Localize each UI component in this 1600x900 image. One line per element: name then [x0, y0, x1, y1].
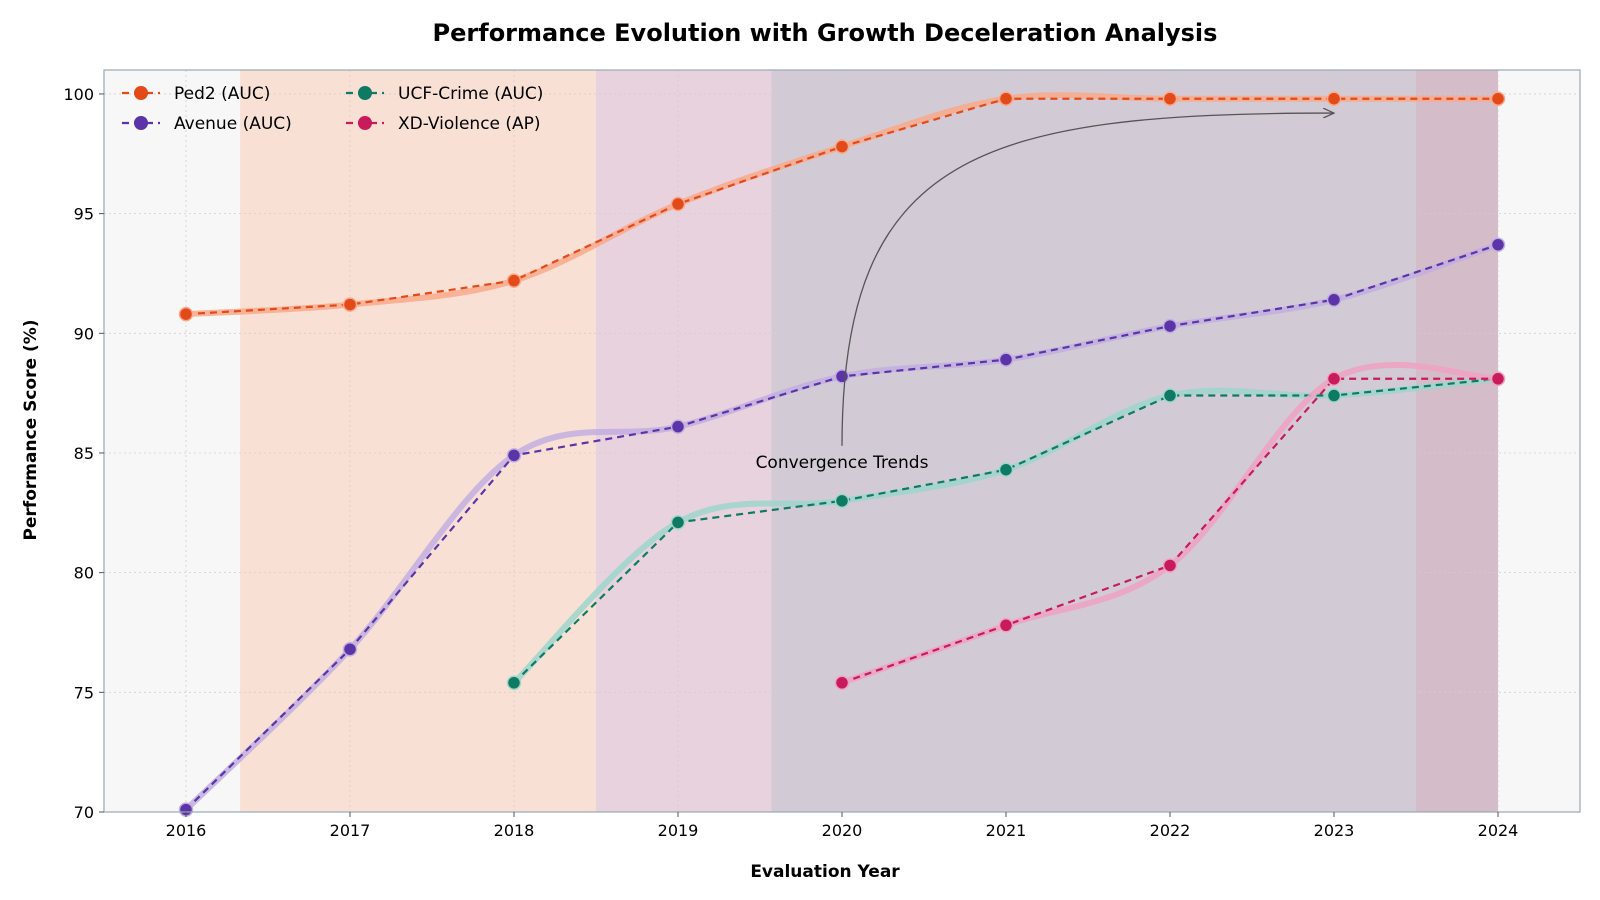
- data-point-avenue-auc-2023: [1326, 292, 1342, 308]
- data-point-avenue-auc-2018: [506, 448, 522, 463]
- legend-label-ucf-crime-auc: UCF-Crime (AUC): [398, 84, 543, 104]
- y-axis-label: Performance Score (%): [21, 319, 41, 540]
- y-tick-label: 95: [74, 205, 94, 224]
- data-point-xd-violence-ap-2023: [1326, 371, 1342, 387]
- data-point-ucf-crime-auc-2018: [506, 675, 522, 690]
- data-point-avenue-auc-2017: [342, 641, 358, 657]
- annotation-text: Convergence Trends: [756, 453, 929, 473]
- data-point-ucf-crime-auc-2022: [1162, 388, 1178, 403]
- x-tick-label: 2024: [1478, 821, 1519, 840]
- legend-marker-ped2-auc: [134, 86, 148, 100]
- plot-area: Convergence Trends 2016 2017 2018 2019 2020 20…: [63, 69, 1581, 840]
- x-tick-label: 2023: [1314, 821, 1355, 840]
- legend-label-avenue-auc: Avenue (AUC): [174, 114, 292, 134]
- data-point-xd-violence-ap-2020: [834, 675, 850, 690]
- x-tick-label: 2018: [494, 821, 535, 840]
- annotation-arrow: [841, 113, 1334, 446]
- data-point-xd-violence-ap-2021: [998, 618, 1014, 633]
- data-point-ped2-auc-2020: [834, 139, 850, 154]
- shaded-region-3: [771, 70, 1416, 812]
- y-tick-label: 75: [74, 683, 94, 702]
- data-point-ucf-crime-auc-2021: [998, 462, 1014, 477]
- data-point-avenue-auc-2020: [834, 369, 850, 384]
- data-point-ped2-auc-2022: [1162, 91, 1178, 106]
- data-point-ucf-crime-auc-2020: [834, 493, 850, 509]
- data-point-avenue-auc-2019: [670, 419, 686, 434]
- y-tick-label: 100: [63, 85, 94, 104]
- data-point-ped2-auc-2019: [670, 196, 686, 212]
- data-point-avenue-auc-2022: [1162, 318, 1178, 334]
- data-point-avenue-auc-2021: [998, 352, 1014, 367]
- shaded-region-2: [596, 70, 772, 812]
- data-point-xd-violence-ap-2024: [1490, 371, 1506, 387]
- legend-marker-xd-violence-ap: [358, 116, 372, 130]
- data-point-ped2-auc-2018: [506, 273, 522, 288]
- data-point-xd-violence-ap-2022: [1162, 558, 1178, 573]
- chart-title: Performance Evolution with Growth Decele…: [433, 19, 1218, 47]
- data-point-ped2-auc-2023: [1326, 91, 1342, 106]
- data-point-ped2-auc-2021: [998, 91, 1014, 106]
- x-tick-label: 2022: [1150, 821, 1191, 840]
- x-tick-label: 2021: [986, 821, 1027, 840]
- y-tick-label: 80: [74, 564, 94, 583]
- shaded-region-4: [1416, 70, 1498, 812]
- data-point-ped2-auc-2016: [178, 306, 194, 322]
- x-tick-label: 2017: [330, 821, 371, 840]
- data-point-ucf-crime-auc-2023: [1326, 388, 1342, 403]
- y-tick-label: 70: [74, 803, 94, 822]
- legend-label-ped2-auc: Ped2 (AUC): [174, 84, 270, 104]
- x-axis-label: Evaluation Year: [750, 862, 900, 882]
- legend-label-xd-violence-ap: XD-Violence (AP): [398, 114, 541, 134]
- data-point-ped2-auc-2017: [342, 297, 358, 312]
- y-tick-label: 85: [74, 444, 94, 463]
- x-tick-label: 2020: [822, 821, 863, 840]
- data-point-ucf-crime-auc-2019: [670, 515, 686, 530]
- x-tick-label: 2019: [658, 821, 699, 840]
- legend-marker-avenue-auc: [134, 116, 148, 130]
- data-point-ped2-auc-2024: [1490, 91, 1506, 106]
- legend: Ped2 (AUC) Avenue (AUC) UCF-Crime (AUC) XD-…: [122, 84, 543, 134]
- data-point-avenue-auc-2024: [1490, 237, 1506, 252]
- y-tick-label: 90: [74, 324, 94, 343]
- legend-marker-ucf-crime-auc: [358, 86, 372, 100]
- x-tick-label: 2016: [166, 821, 207, 840]
